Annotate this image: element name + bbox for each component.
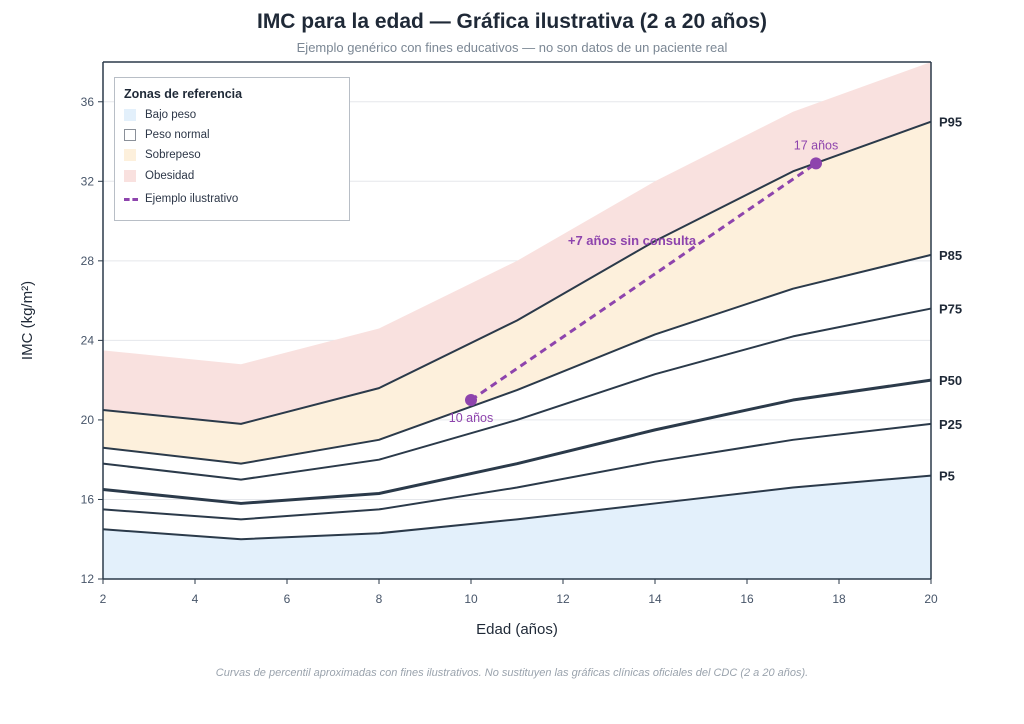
percentile-label-p75: P75 xyxy=(939,302,962,317)
x-tick-label-20: 20 xyxy=(924,592,938,606)
y-tick-label-24: 24 xyxy=(81,333,95,347)
x-tick-label-2: 2 xyxy=(100,592,107,606)
example-point-label-2: 17 años xyxy=(794,138,838,152)
legend-label-underweight: Bajo peso xyxy=(145,109,197,121)
zone-obese xyxy=(103,62,931,424)
legend-item-example: Ejemplo ilustrativo xyxy=(124,191,238,207)
legend-label-obese: Obesidad xyxy=(145,170,195,182)
legend: Zonas de referencia Bajo peso Peso norma… xyxy=(114,77,350,221)
x-tick-label-14: 14 xyxy=(648,592,662,606)
y-axis-label: IMC (kg/m²) xyxy=(19,281,36,360)
legend-swatch-overweight xyxy=(124,149,136,161)
legend-item-normal: Peso normal xyxy=(124,127,210,143)
legend-item-obese: Obesidad xyxy=(124,168,194,184)
example-point-label-1: 10 años xyxy=(449,411,493,425)
y-tick-label-12: 12 xyxy=(81,572,95,586)
footnote: Curvas de percentil aproximadas con fine… xyxy=(215,667,809,679)
x-tick-label-12: 12 xyxy=(556,592,570,606)
example-point-1 xyxy=(465,394,477,407)
y-tick-label-16: 16 xyxy=(81,492,95,506)
y-tick-label-28: 28 xyxy=(81,254,95,268)
percentile-line-p50 xyxy=(102,378,932,505)
example-annotation: +7 años sin consulta xyxy=(568,233,697,248)
x-tick-label-4: 4 xyxy=(192,592,199,606)
percentile-label-p85: P85 xyxy=(939,248,962,263)
legend-item-overweight: Sobrepeso xyxy=(124,147,201,163)
x-tick-label-6: 6 xyxy=(284,592,291,606)
legend-swatch-normal xyxy=(124,129,136,141)
chart-title: IMC para la edad — Gráfica ilustrativa (… xyxy=(256,10,768,33)
legend-title: Zonas de referencia xyxy=(124,87,243,101)
percentile-line-p5 xyxy=(102,474,932,541)
y-tick-label-20: 20 xyxy=(81,413,95,427)
percentile-label-p95: P95 xyxy=(939,115,962,130)
percentile-line-p75 xyxy=(102,307,932,481)
percentile-line-p25 xyxy=(102,422,932,521)
zone-underweight xyxy=(103,475,931,579)
percentile-line-p85 xyxy=(102,253,932,465)
example-point-2 xyxy=(810,157,822,170)
legend-label-overweight: Sobrepeso xyxy=(145,149,201,161)
legend-swatch-example xyxy=(124,197,138,201)
example-trajectory-line xyxy=(470,162,817,402)
legend-label-normal: Peso normal xyxy=(145,129,210,141)
y-tick-label-32: 32 xyxy=(81,174,95,188)
legend-swatch-obese xyxy=(124,170,136,182)
percentile-label-p5: P5 xyxy=(939,469,955,484)
percentile-line-p95 xyxy=(102,120,932,425)
x-tick-label-10: 10 xyxy=(464,592,478,606)
y-tick-label-36: 36 xyxy=(81,95,95,109)
legend-swatch-underweight xyxy=(124,109,136,121)
legend-label-example: Ejemplo ilustrativo xyxy=(145,193,239,205)
x-axis-label: Edad (años) xyxy=(476,621,558,638)
percentile-label-p25: P25 xyxy=(939,417,962,432)
chart-subtitle: Ejemplo genérico con fines educativos — … xyxy=(296,40,728,55)
legend-item-underweight: Bajo peso xyxy=(124,107,196,123)
x-tick-label-8: 8 xyxy=(376,592,383,606)
x-tick-label-18: 18 xyxy=(832,592,846,606)
x-tick-label-16: 16 xyxy=(740,592,754,606)
percentile-label-p50: P50 xyxy=(939,373,962,388)
